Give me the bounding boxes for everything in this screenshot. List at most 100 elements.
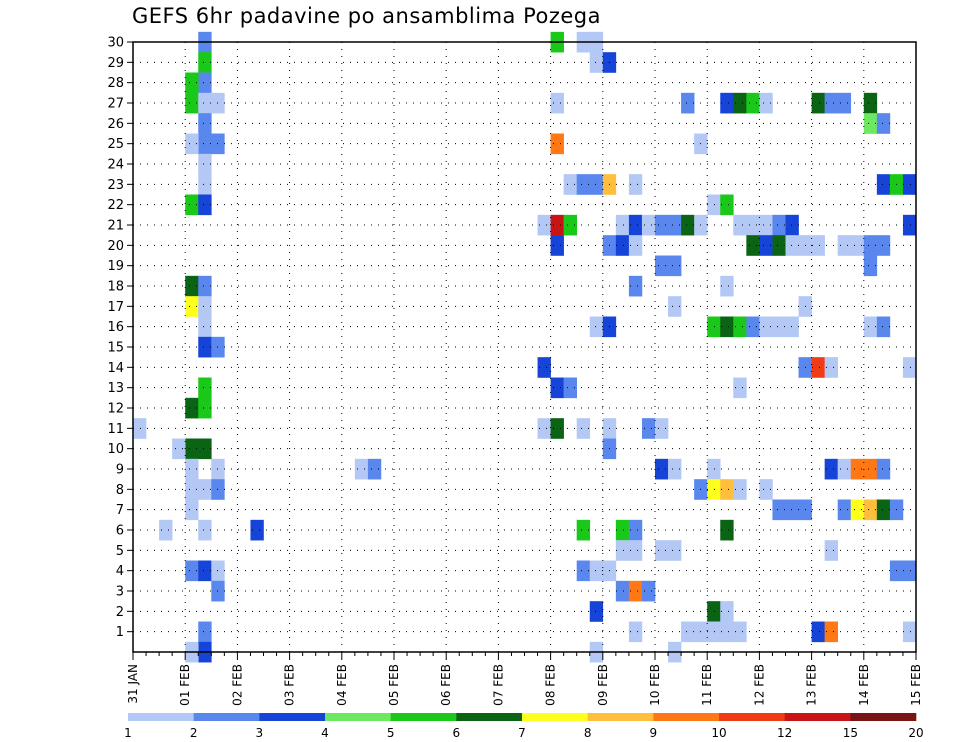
- y-tick-label: 20: [107, 239, 124, 254]
- heatmap-cell: [850, 499, 865, 521]
- y-tick-label: 6: [116, 524, 124, 539]
- heatmap-cell: [185, 438, 199, 460]
- heatmap-cell: [785, 499, 799, 521]
- heatmap-cell: [367, 458, 382, 480]
- heatmap-cell: [550, 377, 564, 399]
- heatmap-cell: [537, 418, 551, 439]
- heatmap-cell: [655, 255, 669, 277]
- heatmap-cell: [720, 316, 734, 338]
- x-axis-ticks: 31 JAN 01 FEB 02 FEB 03 FEB 04 FEB 05 FEB 06 F…: [126, 652, 923, 706]
- y-tick-label: 28: [107, 76, 124, 91]
- heatmap-cell: [185, 194, 199, 216]
- x-tick-label: 03 FEB: [283, 664, 297, 706]
- heatmap-cell: [628, 214, 643, 236]
- heatmap-cell: [824, 357, 838, 378]
- heatmap-cell: [850, 235, 865, 256]
- heatmap-cell: [655, 214, 669, 236]
- heatmap-cell: [837, 235, 852, 256]
- heatmap-cell: [185, 479, 199, 500]
- heatmap-cell: [185, 560, 199, 582]
- heatmap-cell: [563, 214, 577, 236]
- heatmap-cell: [185, 133, 199, 155]
- x-tick-label: 01 FEB: [178, 664, 192, 706]
- heatmap-cell: [668, 296, 682, 317]
- heatmap-cell: [733, 316, 747, 338]
- colorbar-label: 3: [256, 726, 264, 740]
- heatmap-cell: [589, 316, 604, 338]
- heatmap-cell: [772, 214, 786, 236]
- y-tick-label: 14: [107, 361, 124, 376]
- y-tick-label: 4: [116, 564, 124, 579]
- heatmap-cell: [902, 214, 917, 236]
- heatmap-cell: [668, 458, 682, 480]
- heatmap-cell: [628, 275, 643, 297]
- heatmap-cell: [863, 255, 878, 277]
- heatmap-cell: [720, 601, 734, 622]
- heatmap-cell: [655, 540, 669, 561]
- heatmap-cell: [707, 316, 721, 338]
- y-tick-label: 22: [107, 198, 124, 213]
- colorbar-label: 2: [190, 726, 198, 740]
- heatmap-cell: [720, 519, 734, 541]
- heatmap-cell: [198, 397, 212, 419]
- heatmap-cell: [733, 377, 747, 399]
- heatmap-cell: [746, 92, 760, 114]
- x-tick-label: 06 FEB: [439, 664, 453, 706]
- heatmap-cell: [198, 438, 212, 460]
- heatmap-cell: [537, 357, 551, 378]
- heatmap-cell: [550, 92, 564, 114]
- heatmap-cell: [733, 479, 747, 500]
- heatmap-cell: [185, 72, 199, 94]
- heatmap-cell: [707, 458, 721, 480]
- y-tick-label: 11: [107, 422, 124, 437]
- heatmap-cell: [902, 560, 917, 582]
- heatmap-cell: [615, 235, 630, 256]
- heatmap-cell: [589, 560, 604, 582]
- heatmap-cell: [902, 621, 917, 643]
- y-tick-label: 24: [107, 158, 124, 173]
- x-tick-label: 11 FEB: [700, 664, 714, 706]
- heatmap-cell: [185, 275, 199, 297]
- colorbar-swatch: [850, 713, 917, 721]
- heatmap-cell: [198, 519, 212, 541]
- heatmap-cell: [655, 418, 669, 439]
- heatmap-cell: [133, 418, 147, 439]
- heatmap-cell: [198, 296, 212, 317]
- heatmap-cell: [759, 479, 773, 500]
- heatmap-cell: [576, 560, 591, 582]
- heatmap-cell: [550, 214, 564, 236]
- heatmap-cell: [641, 580, 656, 602]
- heatmap-cell: [811, 621, 825, 643]
- heatmap-cell: [824, 621, 838, 643]
- heatmap-cell: [563, 174, 577, 195]
- heatmap-cell: [720, 621, 734, 643]
- heatmap-cell: [876, 113, 891, 134]
- x-tick-label: 05 FEB: [387, 664, 401, 706]
- heatmap-cell: [824, 92, 838, 114]
- heatmap-cell: [746, 316, 760, 338]
- heatmap-cell: [707, 479, 721, 500]
- y-tick-label: 25: [107, 137, 124, 152]
- heatmap-cell: [172, 438, 186, 460]
- heatmap-cell: [681, 621, 695, 643]
- colorbar-label: 7: [518, 726, 526, 740]
- colorbar-swatch: [390, 713, 457, 721]
- colorbar-swatch: [128, 713, 194, 721]
- heatmap-cell: [198, 275, 212, 297]
- y-tick-label: 30: [107, 36, 124, 51]
- heatmap-cell: [615, 519, 630, 541]
- y-tick-label: 16: [107, 320, 124, 335]
- heatmap-cell: [772, 316, 786, 338]
- heatmap-cell: [720, 194, 734, 216]
- colorbar-swatch: [719, 713, 785, 721]
- heatmap-cell: [198, 316, 212, 338]
- heatmap-cell: [850, 458, 865, 480]
- heatmap-cell: [628, 580, 643, 602]
- colorbar-label: 1: [124, 726, 132, 740]
- heatmap-cell: [198, 133, 212, 155]
- y-tick-label: 19: [107, 259, 124, 274]
- y-tick-label: 23: [107, 178, 124, 193]
- heatmap-cell: [759, 235, 773, 256]
- heatmap-cell: [707, 601, 721, 622]
- heatmap-cell: [628, 235, 643, 256]
